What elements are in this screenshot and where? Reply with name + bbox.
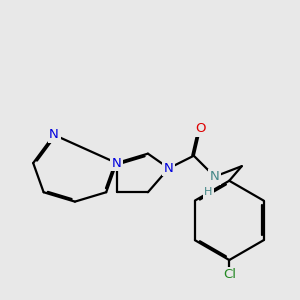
Text: H: H <box>204 187 213 197</box>
Text: O: O <box>195 122 205 135</box>
Text: N: N <box>164 162 174 175</box>
Text: Cl: Cl <box>223 268 236 281</box>
Text: N: N <box>112 157 122 169</box>
Text: N: N <box>210 170 220 183</box>
Text: N: N <box>49 128 59 141</box>
